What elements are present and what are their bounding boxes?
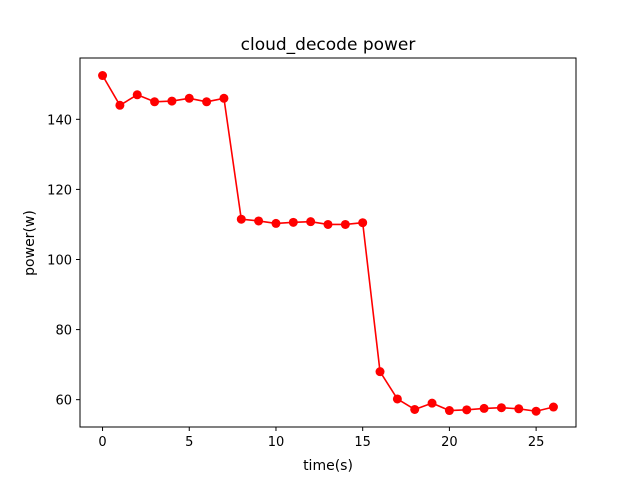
x-tick-label: 0 [98,435,106,450]
x-tick-label: 25 [528,435,545,450]
data-point [340,219,350,229]
data-point [254,216,264,226]
x-tick-label: 20 [441,435,458,450]
data-point [514,404,524,414]
data-point [479,403,489,413]
y-tick-label: 80 [55,324,72,339]
data-point [271,218,281,228]
data-point [323,219,333,229]
chart-title: cloud_decode power [241,35,416,55]
x-tick-label: 10 [268,435,285,450]
x-tick-label: 15 [354,435,371,450]
data-point [288,217,298,227]
data-point [167,96,177,106]
data-point [375,367,385,377]
data-point [306,217,316,227]
y-tick-label: 140 [47,113,72,128]
data-point [358,218,368,228]
data-point [219,93,229,103]
data-point [496,403,506,413]
data-point [392,394,402,404]
x-tick-label: 5 [185,435,193,450]
data-point [548,402,558,412]
data-point [531,406,541,416]
data-point [98,71,108,81]
data-point [115,100,125,110]
data-point [427,398,437,408]
data-point [132,90,142,100]
axis-ticks: 0 5 10 15 20 25 60 80 100 120 140 [47,113,544,450]
data-point [202,97,212,107]
data-point [184,93,194,103]
plot-area-frame [79,57,577,428]
data-point [444,406,454,416]
data-point [150,97,160,107]
y-axis-title: power(w) [22,210,38,276]
series-group [98,71,558,416]
data-point [462,405,472,415]
y-tick-label: 100 [47,253,72,268]
data-point [236,214,246,224]
x-axis-title: time(s) [303,458,353,474]
data-point [410,404,420,414]
y-tick-label: 60 [55,394,72,409]
y-tick-label: 120 [47,183,72,198]
